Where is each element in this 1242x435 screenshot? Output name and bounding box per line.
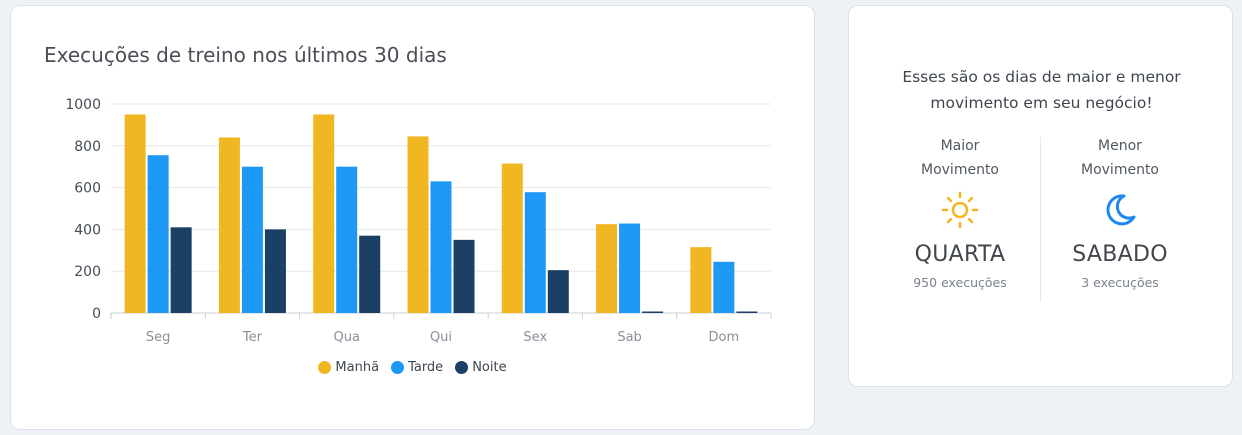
moon-icon [1106,194,1136,226]
bar [359,235,381,313]
max-count: 950 execuções [913,275,1007,290]
bar [736,311,758,313]
chart-card: Execuções de treino nos últimos 30 dias … [10,5,815,430]
bar [713,261,735,313]
y-tick-label: 400 [74,222,101,238]
bar [124,114,146,313]
bar [453,239,475,313]
y-tick-label: 600 [74,181,101,197]
bar [147,155,169,313]
bar [596,224,618,313]
x-tick-label: Ter [242,330,263,345]
bar [313,114,335,313]
legend-label-tarde: Tarde [408,360,444,375]
bar [170,227,192,313]
legend-item-manha[interactable]: Manhã [318,360,379,375]
x-tick-label: Qui [430,330,452,345]
y-tick-label: 200 [74,264,101,280]
bar-chart: 0 200 400 600 800 1000 Seg Ter Qua Qui Sex Sab Dom [65,97,772,345]
min-label-line1: Menor [1098,138,1142,154]
bar [241,166,263,313]
bar [336,166,358,313]
bar [407,136,429,313]
x-tick-label: Qua [333,330,359,345]
max-movement-column: Maior Movimento QUARTA 950 execuções [880,134,1040,290]
x-tick-label: Sex [523,330,547,345]
bar [619,223,641,313]
chart-legend: Manhã Tarde Noite [11,360,814,375]
sun-icon [941,191,979,229]
summary-divider [1040,137,1041,302]
chart-title: Execuções de treino nos últimos 30 dias [44,43,447,67]
bar [690,247,712,313]
legend-dot-manha [318,361,332,374]
x-tick-label: Sab [617,330,641,345]
min-movement-column: Menor Movimento SABADO 3 execuções [1040,134,1200,290]
y-tick-label: 0 [92,306,101,322]
x-tick-label: Dom [709,330,740,345]
max-label-line1: Maior [940,138,980,154]
bar [430,181,452,313]
x-tick-label: Seg [146,330,171,345]
bar [501,163,523,313]
bar [642,311,664,313]
y-tick-label: 1000 [65,97,101,113]
legend-label-noite: Noite [472,360,507,375]
bar [218,137,240,313]
summary-intro: Esses são os dias de maior e menor movim… [902,68,1181,112]
legend-label-manha: Manhã [335,360,380,375]
legend-dot-tarde [391,361,405,374]
bar [547,270,569,313]
bar [264,229,286,313]
y-tick-label: 800 [74,139,101,155]
summary-card: Esses são os dias de maior e menor movim… [848,5,1233,387]
max-label-line2: Movimento [921,162,999,178]
legend-item-tarde[interactable]: Tarde [391,360,443,375]
legend-dot-noite [455,361,469,374]
legend-item-noite[interactable]: Noite [455,360,507,375]
min-day: SABADO [1072,242,1168,267]
max-day: QUARTA [914,242,1006,267]
min-label-line2: Movimento [1081,162,1159,178]
min-count: 3 execuções [1081,275,1159,290]
bar [524,192,546,313]
